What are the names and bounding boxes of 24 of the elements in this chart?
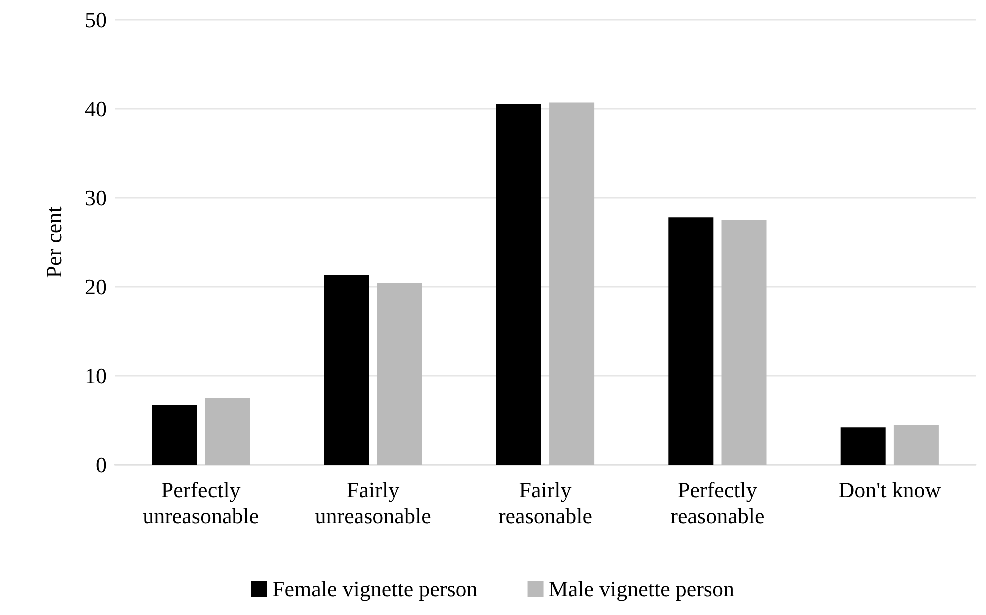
bar	[722, 220, 767, 465]
x-tick-label: Fairly reasonable	[498, 478, 593, 528]
y-axis-title: Per cent	[42, 206, 66, 278]
x-tick-label: Perfectly unreasonable	[143, 478, 260, 528]
bar	[152, 405, 198, 465]
y-tick-label: 10	[85, 364, 107, 388]
bar	[496, 104, 542, 465]
y-tick-label: 30	[85, 186, 107, 210]
y-tick-label: 20	[85, 274, 107, 300]
x-tick-label: Fairly unreasonable	[315, 478, 432, 528]
y-tick-label: 50	[85, 8, 107, 32]
y-tick-label: 0	[96, 452, 107, 478]
bar	[324, 275, 370, 465]
bar	[668, 218, 714, 465]
legend-label: Female vignette person	[272, 576, 478, 602]
bar	[840, 428, 886, 465]
y-tick-label: 40	[85, 96, 107, 122]
legend-label: Male vignette person	[548, 576, 735, 602]
bar	[377, 283, 422, 465]
bar	[205, 398, 250, 465]
x-tick-label: Don't know	[838, 478, 942, 502]
bar	[894, 424, 939, 465]
x-tick-label: Perfectly reasonable	[670, 478, 765, 528]
bar	[550, 102, 595, 465]
